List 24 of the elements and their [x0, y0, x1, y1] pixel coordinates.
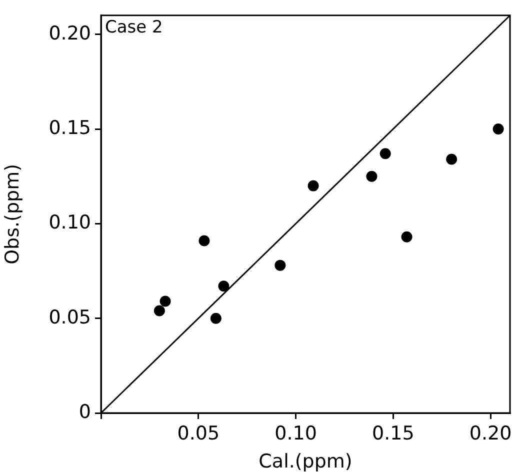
x-tick-label: 0.05 — [177, 422, 220, 444]
point — [160, 296, 171, 307]
point — [154, 305, 165, 316]
x-tick-label: 0.10 — [274, 422, 317, 444]
x-tick-label: 0.20 — [469, 422, 512, 444]
x-tick-label: 0.15 — [372, 422, 414, 444]
point — [366, 170, 378, 182]
point — [492, 124, 504, 134]
y-tick-label: 0.15 — [48, 116, 91, 139]
x-axis-title: Cal.(ppm) — [258, 450, 352, 473]
point — [210, 312, 222, 324]
y-tick-label: 0 — [78, 400, 91, 423]
annotation: Case 2 — [105, 17, 163, 38]
point — [401, 231, 412, 242]
point — [218, 280, 230, 292]
point — [198, 235, 210, 246]
point — [308, 180, 319, 192]
point — [446, 154, 458, 165]
y-tick-label: 0.10 — [48, 212, 91, 234]
point — [274, 260, 286, 271]
y-tick-label: 0.20 — [48, 22, 91, 44]
y-tick-label: 0.05 — [48, 306, 91, 328]
point — [380, 148, 391, 160]
y-axis-title: Obs.(ppm) — [1, 164, 24, 264]
